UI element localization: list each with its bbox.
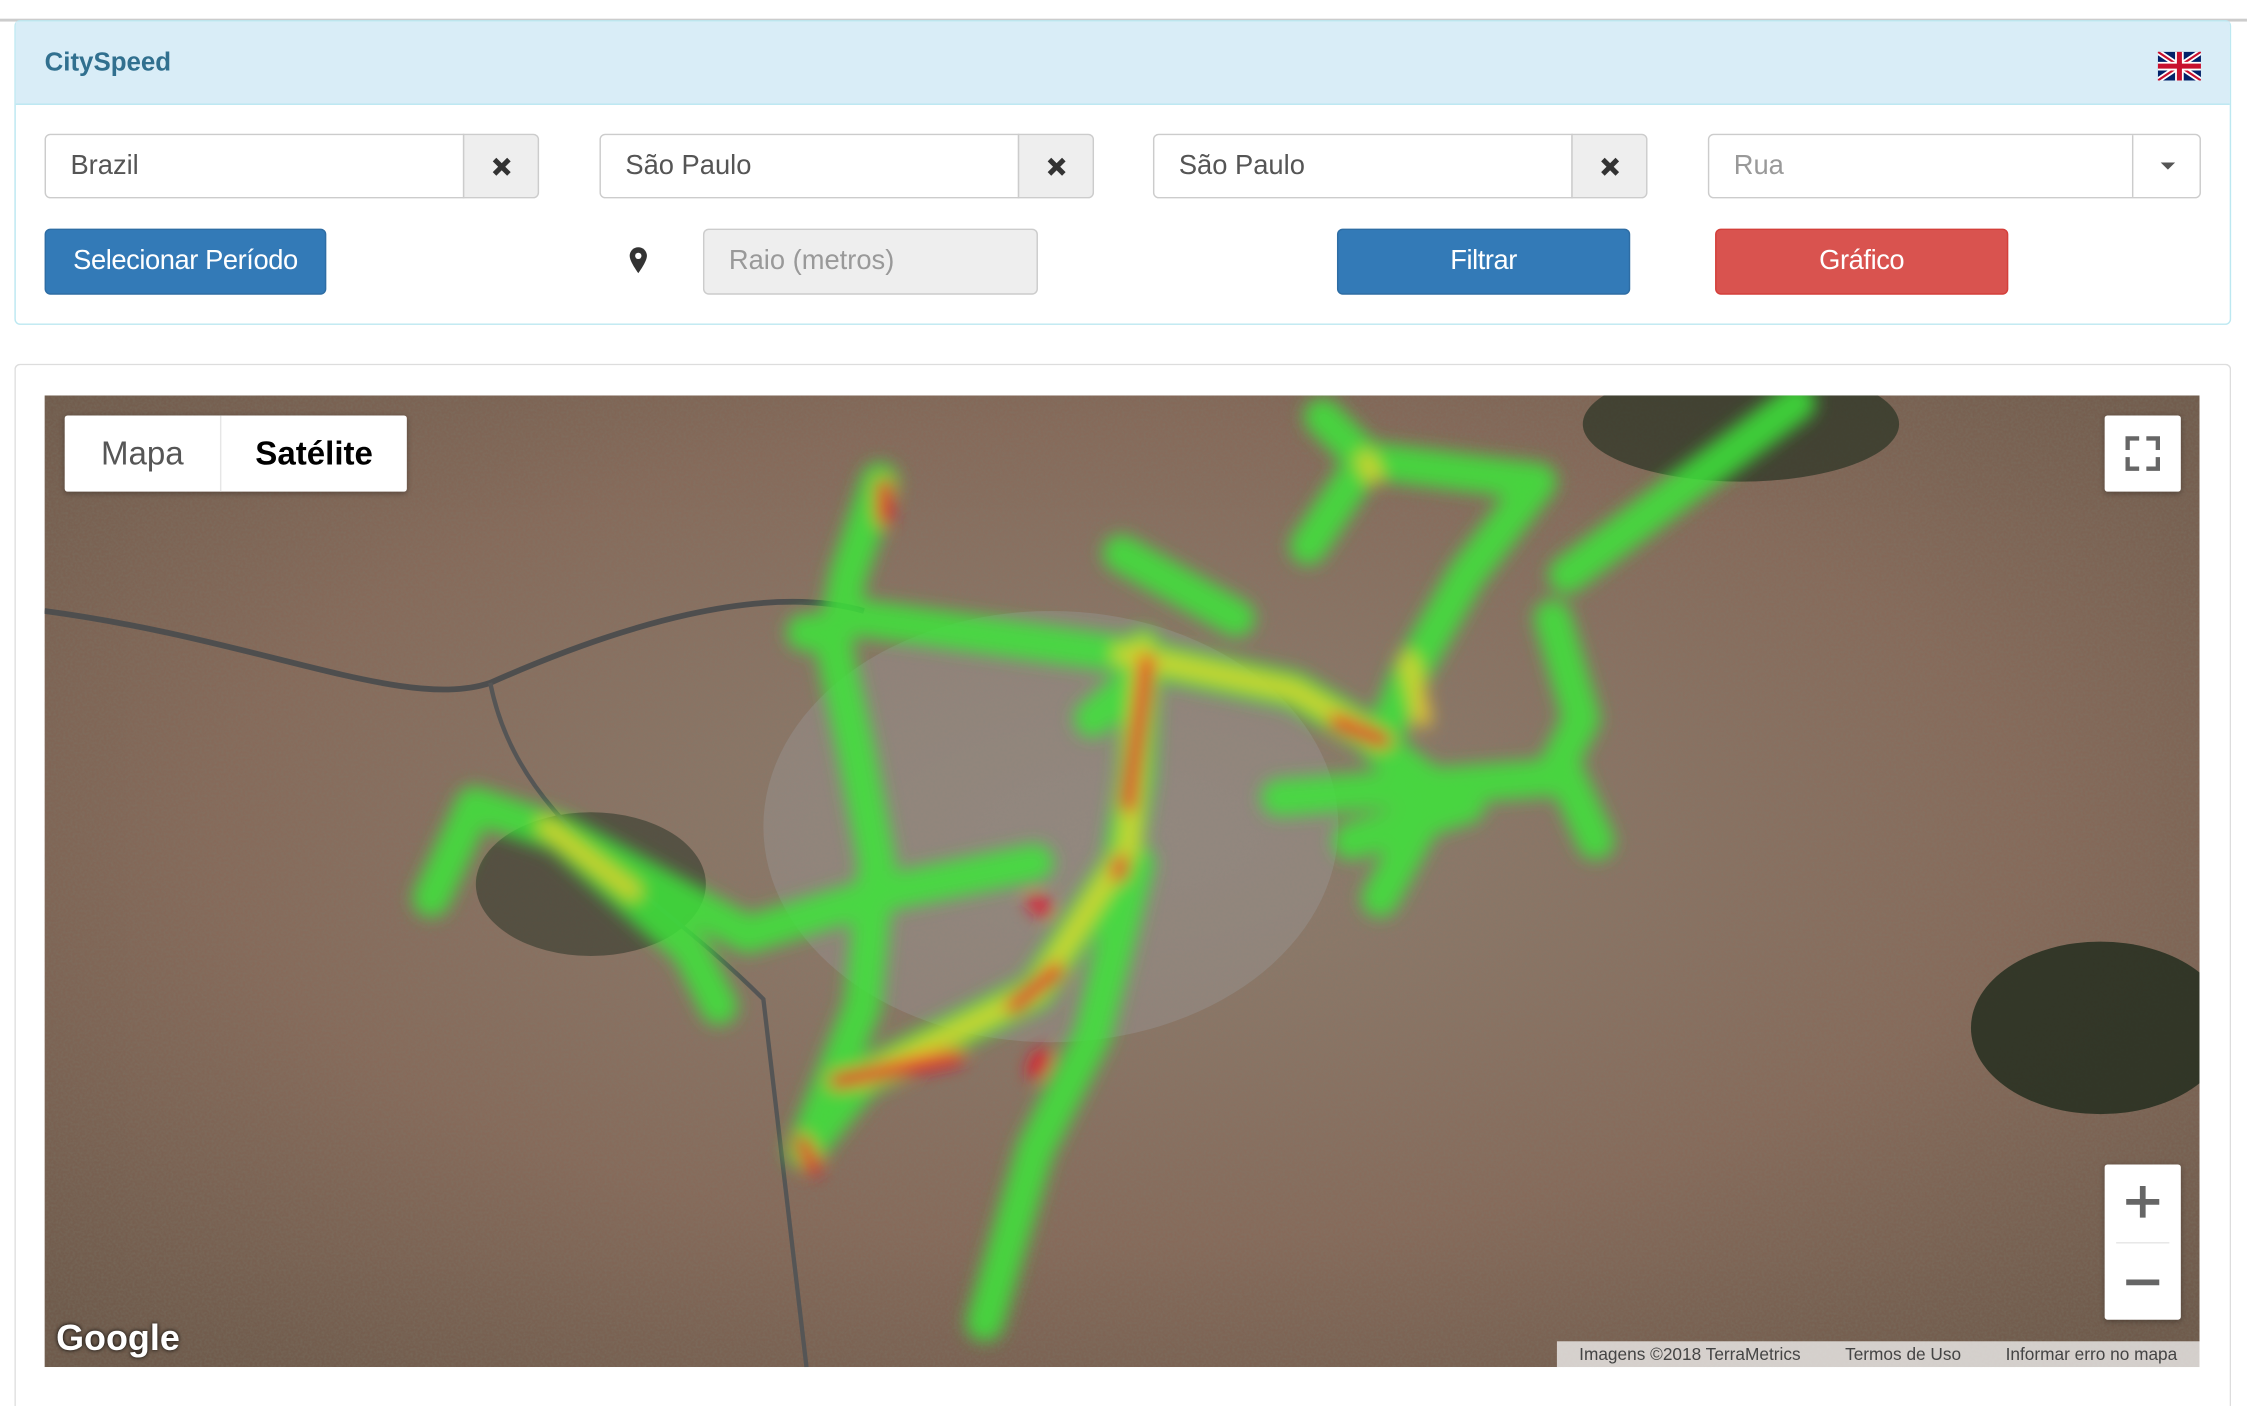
attribution: Imagens ©2018 TerraMetrics Termos de Uso… bbox=[1556, 1341, 2200, 1368]
city-select[interactable]: São Paulo bbox=[1152, 133, 1573, 199]
zoom-out[interactable] bbox=[2105, 1242, 2181, 1320]
clear-button[interactable] bbox=[1017, 133, 1095, 199]
zoom-divider bbox=[2116, 1242, 2170, 1244]
divider bbox=[2131, 135, 2134, 197]
radius-input[interactable]: Raio (metros) bbox=[702, 228, 1038, 295]
map-panel bbox=[14, 363, 2232, 1406]
dropdown-caret[interactable] bbox=[2159, 161, 2176, 173]
state-select[interactable]: São Paulo bbox=[599, 133, 1020, 199]
chart-button[interactable]: Gráfico bbox=[1715, 228, 2009, 295]
panel-header: CitySpeed bbox=[15, 21, 2230, 105]
map[interactable]: Mapa Satélite Google Imagens ©2018 Terra… bbox=[44, 395, 2200, 1368]
street-select[interactable]: Rua bbox=[1707, 133, 2201, 199]
map-imagery bbox=[44, 395, 2200, 1368]
app-title: CitySpeed bbox=[44, 47, 172, 77]
clear-button[interactable] bbox=[462, 133, 540, 199]
clear-button[interactable] bbox=[1571, 133, 1648, 199]
city-value: São Paulo bbox=[1178, 150, 1305, 181]
report-link[interactable]: Informar erro no mapa bbox=[2005, 1344, 2178, 1365]
button-label: Selecionar Período bbox=[73, 245, 298, 277]
language-flag[interactable] bbox=[2157, 51, 2201, 81]
fullscreen-button[interactable] bbox=[2104, 415, 2181, 492]
terms-link[interactable]: Termos de Uso bbox=[1845, 1344, 1962, 1365]
country-value: Brazil bbox=[70, 150, 139, 181]
state-value: São Paulo bbox=[625, 150, 752, 181]
period-button[interactable]: Selecionar Período bbox=[44, 228, 327, 295]
zoom-control bbox=[2104, 1164, 2181, 1320]
button-label: Gráfico bbox=[1819, 245, 1905, 277]
map-type-satellite[interactable]: Satélite bbox=[255, 434, 373, 472]
map-type-map[interactable]: Mapa bbox=[65, 415, 222, 492]
zoom-in[interactable] bbox=[2105, 1164, 2181, 1242]
google-logo[interactable]: Google bbox=[56, 1318, 180, 1359]
country-select[interactable]: Brazil bbox=[44, 133, 465, 199]
filter-button[interactable]: Filtrar bbox=[1336, 228, 1631, 295]
map-type-control: Mapa Satélite bbox=[64, 415, 407, 492]
attribution-text: Imagens ©2018 TerraMetrics bbox=[1579, 1344, 1801, 1365]
location-pin bbox=[629, 247, 647, 274]
radius-placeholder: Raio (metros) bbox=[728, 245, 895, 277]
street-placeholder: Rua bbox=[1733, 150, 1784, 181]
button-label: Filtrar bbox=[1450, 245, 1517, 277]
